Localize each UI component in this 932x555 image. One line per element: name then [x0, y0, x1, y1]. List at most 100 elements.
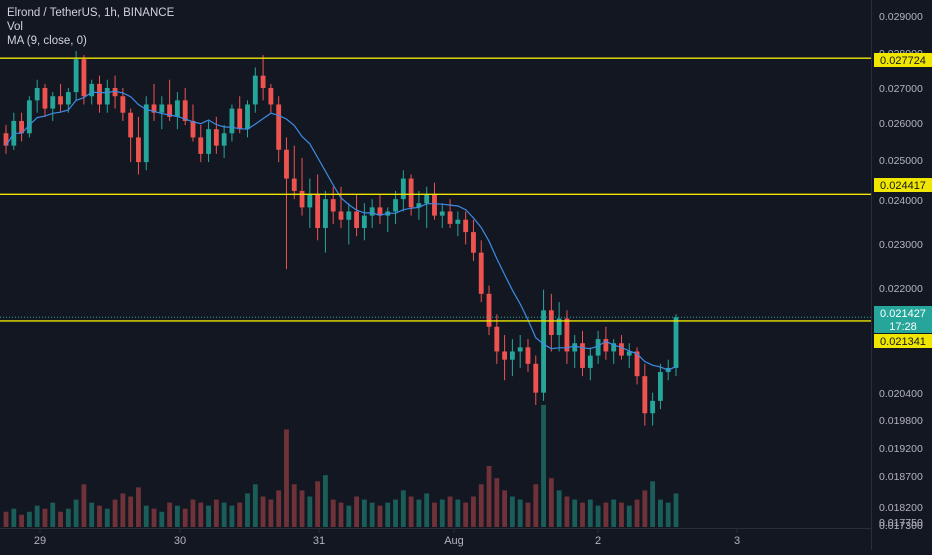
volume-bar — [307, 496, 313, 527]
candle-body — [237, 108, 243, 130]
moving-average — [5, 90, 677, 371]
x-tick-label: 30 — [174, 535, 186, 547]
volume-bar — [151, 508, 157, 527]
candle-body — [97, 83, 102, 105]
volume-bar — [572, 499, 578, 527]
volume-bar — [206, 505, 211, 527]
volume-bar — [65, 508, 71, 527]
candle-body — [221, 133, 227, 146]
candle-body — [650, 400, 656, 414]
candle-body — [284, 149, 289, 179]
candle-body — [128, 112, 134, 138]
candle-body — [229, 108, 235, 134]
candle-body — [213, 129, 219, 146]
level-top-label: 0.027724 — [880, 55, 926, 67]
volume-bar — [471, 496, 476, 527]
volume-bar — [673, 493, 679, 527]
time-axis[interactable]: 29 30 31 Aug 2 3 — [34, 529, 740, 547]
candle-body — [3, 133, 9, 146]
candle-body — [206, 129, 211, 154]
price-axis-labels: 0.027724 0.024417 0.021427 17:28 0.02134… — [874, 53, 932, 348]
candle-body — [432, 195, 437, 216]
ma-indicator-label[interactable]: MA (9, close, 0) — [7, 35, 87, 47]
level-mid-label-bg — [874, 178, 932, 192]
candle-body — [136, 137, 141, 163]
candle-body — [509, 351, 515, 360]
candle-body — [58, 96, 63, 105]
level-mid-label: 0.024417 — [880, 180, 926, 192]
current-price-label-bg — [874, 306, 932, 333]
volume-bar — [400, 490, 406, 527]
candle-body — [416, 203, 422, 208]
volume-bar — [252, 484, 258, 527]
volume-bar — [650, 481, 656, 527]
volume-bar — [268, 499, 274, 527]
candle-body — [502, 351, 508, 360]
candle-body — [673, 317, 679, 368]
y-tick-label: 0.018700 — [879, 471, 923, 483]
y-tick-label: 0.027000 — [879, 83, 923, 95]
volume-bar — [525, 502, 531, 527]
volume-bar — [494, 478, 500, 527]
volume-bar — [354, 496, 359, 527]
volume-bar — [424, 493, 430, 527]
volume-bar — [182, 508, 188, 527]
candle-body — [159, 104, 165, 113]
candle-body — [494, 326, 500, 352]
y-tick-label: 0.019200 — [879, 443, 923, 455]
volume-bar — [455, 499, 461, 527]
y-tick-label: 0.020400 — [879, 388, 923, 400]
volume-bar — [619, 502, 624, 527]
candle-body — [112, 88, 118, 97]
candle-body — [330, 199, 336, 212]
candle-body — [65, 92, 71, 105]
level-low-label-bg — [874, 334, 932, 348]
volume-bar — [564, 496, 570, 527]
volume-bar — [634, 499, 640, 527]
candle-body — [611, 343, 617, 352]
candle-body — [572, 343, 578, 352]
volume-bar — [73, 499, 79, 527]
candle-body — [587, 355, 593, 368]
countdown-label: 17:28 — [889, 321, 917, 333]
x-tick-label: Aug — [444, 535, 464, 547]
volume-bar — [517, 499, 523, 527]
volume-bar — [642, 490, 648, 527]
volume-bar — [447, 496, 453, 527]
volume-bar — [385, 502, 391, 527]
candle-body — [26, 100, 32, 134]
candle-body — [642, 376, 648, 414]
volume-bar — [432, 502, 437, 527]
volume-bar — [595, 505, 601, 527]
candle-body — [634, 351, 640, 377]
candle-body — [525, 347, 531, 364]
volume-bar — [346, 505, 352, 527]
symbol-title[interactable]: Elrond / TetherUS, 1h, BINANCE — [7, 7, 175, 19]
candle-body — [198, 137, 204, 154]
candle-body — [81, 59, 87, 97]
candle-body — [354, 211, 359, 228]
volume-bar — [478, 484, 484, 527]
horizontal-levels — [0, 57, 871, 322]
volume-bar — [174, 505, 180, 527]
volume-bar — [369, 502, 375, 527]
candle-body — [369, 207, 375, 216]
volume-bar — [112, 499, 118, 527]
volume-bar — [439, 499, 445, 527]
ma-line — [5, 90, 677, 371]
volume-bar — [323, 475, 328, 527]
candle-body — [104, 88, 110, 105]
price-axis[interactable]: 0.0290000.0280000.0270000.0260000.025000… — [879, 11, 923, 532]
candle-body — [361, 215, 367, 228]
volume-bar — [291, 484, 297, 527]
y-tick-label: 0.017750 — [879, 517, 923, 529]
volume-indicator-label[interactable]: Vol — [7, 21, 23, 33]
volume-bar — [486, 466, 492, 527]
volume-bar — [541, 405, 546, 527]
candle-body — [143, 104, 149, 163]
candle-body — [323, 199, 328, 228]
candle-body — [89, 83, 95, 97]
volume-bar — [198, 502, 204, 527]
